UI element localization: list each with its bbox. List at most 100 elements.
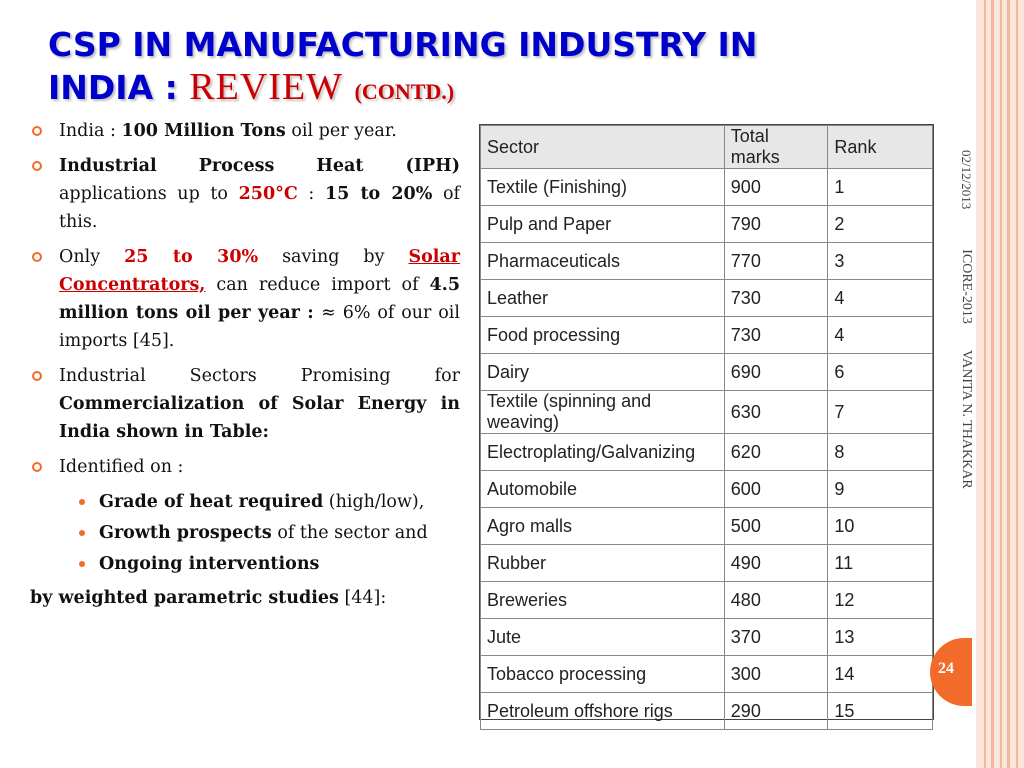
footer-date: 02/12/2013 xyxy=(959,150,974,210)
footer-author: VANITA N. THAKKAR xyxy=(959,349,974,489)
table-row: Food processing 730 4 xyxy=(480,316,933,354)
sector-cell: Breweries xyxy=(480,581,725,619)
table-row: Rubber 490 11 xyxy=(480,544,933,582)
table-row: Pharmaceuticals 770 3 xyxy=(480,242,933,280)
sector-cell: Petroleum offshore rigs xyxy=(480,692,725,730)
text-bold: Ongoing interventions xyxy=(99,554,320,574)
total-marks-cell: 630 xyxy=(723,390,829,434)
text: Only xyxy=(59,247,125,267)
sector-cell: Agro malls xyxy=(480,507,725,545)
text: saving by xyxy=(258,247,409,267)
total-marks-cell: 490 xyxy=(723,544,829,582)
stripe xyxy=(991,0,994,768)
table-row: Electroplating/Galvanizing 620 8 xyxy=(480,433,933,471)
title-line1: CSP IN MANUFACTURING INDUSTRY IN xyxy=(48,25,758,64)
table-body: Textile (Finishing) 900 1 Pulp and Paper 790… xyxy=(480,168,933,730)
table-row: Textile (Finishing) 900 1 xyxy=(480,168,933,206)
sub-bullet-icon xyxy=(79,530,85,536)
total-marks-cell: 290 xyxy=(723,692,829,730)
bullet-item: Industrial Process Heat (IPH) applicatio… xyxy=(30,152,460,236)
text: : xyxy=(297,184,325,204)
bullet-item: Identified on : xyxy=(30,453,460,481)
text-bold: Commercialization of Solar Energy in Ind… xyxy=(59,394,460,442)
rank-cell: 9 xyxy=(827,470,933,508)
bullet-icon xyxy=(32,462,42,472)
rank-cell: 7 xyxy=(827,390,933,434)
rank-cell: 4 xyxy=(827,279,933,317)
sector-cell: Pharmaceuticals xyxy=(480,242,725,280)
text-bold: by weighted parametric studies xyxy=(30,588,339,608)
bullet-icon xyxy=(32,252,42,262)
sub-bullet-item: Ongoing interventions xyxy=(30,550,460,578)
solar-concentrators-link[interactable]: Solar Concentrators, xyxy=(59,247,460,295)
rank-cell: 4 xyxy=(827,316,933,354)
text: India : xyxy=(59,121,122,141)
stripe xyxy=(1007,0,1010,768)
sub-bullet-icon xyxy=(79,499,85,505)
text: [44]: xyxy=(338,588,387,608)
text: oil per year. xyxy=(285,121,397,141)
column-header-rank: Rank xyxy=(827,125,933,169)
table-row: Tobacco processing 300 14 xyxy=(480,655,933,693)
sector-cell: Dairy xyxy=(480,353,725,391)
rank-cell: 2 xyxy=(827,205,933,243)
text: of the sector and xyxy=(271,523,428,543)
stripe xyxy=(1000,0,1002,768)
column-header-total-marks: Total marks xyxy=(723,125,829,169)
text: (high/low), xyxy=(323,492,425,512)
total-marks-cell: 500 xyxy=(723,507,829,545)
title-review: REVIEW xyxy=(189,66,344,108)
total-marks-cell: 480 xyxy=(723,581,829,619)
sector-cell: Tobacco processing xyxy=(480,655,725,693)
text-bold: 15 to 20% xyxy=(324,184,433,204)
text: applications up to xyxy=(59,184,239,204)
table-row: Textile (spinning and weaving) 630 7 xyxy=(480,390,933,434)
text-bold: 4.5 million tons oil per year : xyxy=(59,275,460,323)
total-marks-cell: 600 xyxy=(723,470,829,508)
title-line2: INDIA : xyxy=(48,68,178,107)
sector-cell: Textile (Finishing) xyxy=(480,168,725,206)
rank-cell: 14 xyxy=(827,655,933,693)
bullet-icon xyxy=(32,371,42,381)
sub-bullet-item: Growth prospects of the sector and xyxy=(30,519,460,547)
page-number: 24 xyxy=(938,660,954,677)
bullet-icon xyxy=(32,161,42,171)
table-row: Pulp and Paper 790 2 xyxy=(480,205,933,243)
total-marks-cell: 790 xyxy=(723,205,829,243)
total-marks-cell: 620 xyxy=(723,433,829,471)
sector-cell: Rubber xyxy=(480,544,725,582)
text-bold: Industrial Process Heat (IPH) xyxy=(59,156,460,176)
bullet-item: Industrial Sectors Promising for Commerc… xyxy=(30,362,460,446)
total-marks-cell: 370 xyxy=(723,618,829,656)
rank-cell: 6 xyxy=(827,353,933,391)
rank-cell: 13 xyxy=(827,618,933,656)
bullet-item: India : 100 Million Tons oil per year. xyxy=(30,117,460,145)
text: can reduce import of xyxy=(205,275,430,295)
vertical-footer: 02/12/2013 ICORE-2013 VANITA N. THAKKAR xyxy=(948,150,974,580)
decorative-stripes xyxy=(976,0,1024,768)
table: Sector Total marks Rank Textile (Finishi… xyxy=(480,125,933,730)
bullet-item: Only 25 to 30% saving by Solar Concentra… xyxy=(30,243,460,355)
rank-cell: 11 xyxy=(827,544,933,582)
total-marks-cell: 770 xyxy=(723,242,829,280)
sector-cell: Food processing xyxy=(480,316,725,354)
rank-cell: 15 xyxy=(827,692,933,730)
table-row: Automobile 600 9 xyxy=(480,470,933,508)
table-row: Petroleum offshore rigs 290 15 xyxy=(480,692,933,730)
title-contd: (CONTD.) xyxy=(354,79,455,104)
sector-cell: Jute xyxy=(480,618,725,656)
total-marks-cell: 900 xyxy=(723,168,829,206)
stripe xyxy=(1016,0,1018,768)
sector-cell: Electroplating/Galvanizing xyxy=(480,433,725,471)
table-row: Dairy 690 6 xyxy=(480,353,933,391)
column-header-sector: Sector xyxy=(480,125,725,169)
total-marks-cell: 690 xyxy=(723,353,829,391)
table-row: Agro malls 500 10 xyxy=(480,507,933,545)
sector-cell: Leather xyxy=(480,279,725,317)
text-bold: Grade of heat required xyxy=(99,492,324,512)
bullet-icon xyxy=(32,126,42,136)
text-bold: 100 Million Tons xyxy=(121,121,286,141)
sub-bullet-icon xyxy=(79,561,85,567)
table-header-row: Sector Total marks Rank xyxy=(480,125,933,169)
rank-cell: 3 xyxy=(827,242,933,280)
